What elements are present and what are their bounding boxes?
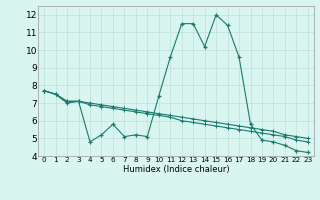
X-axis label: Humidex (Indice chaleur): Humidex (Indice chaleur) bbox=[123, 165, 229, 174]
